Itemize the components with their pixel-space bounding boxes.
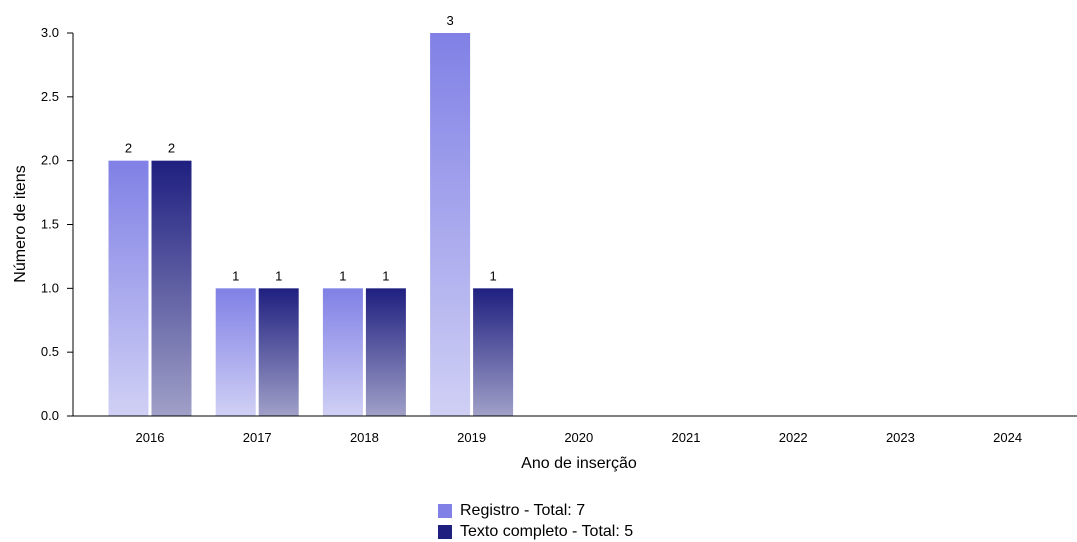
x-axis-title: Ano de inserção: [521, 455, 637, 472]
x-tick-label: 2016: [136, 430, 165, 445]
data-label-texto-completo-2017: 1: [275, 268, 282, 283]
legend-item-texto-completo: Texto completo - Total: 5: [438, 521, 633, 542]
data-label-registro-2017: 1: [232, 268, 239, 283]
y-tick-label: 2.0: [41, 153, 59, 168]
data-label-registro-2019: 3: [446, 13, 453, 28]
bar-registro-2019: [430, 33, 471, 416]
bar-texto-completo-2017: [258, 288, 299, 416]
x-tick-label: 2022: [779, 430, 808, 445]
data-label-registro-2018: 1: [339, 268, 346, 283]
bar-registro-2018: [322, 288, 363, 416]
legend: Registro - Total: 7 Texto completo - Tot…: [438, 500, 633, 542]
y-axis-ticks: 0.0 0.5 1.0 1.5 2.0 2.5 3.0: [41, 25, 73, 423]
y-tick-label: 2.5: [41, 89, 59, 104]
x-tick-label: 2019: [457, 430, 486, 445]
x-tick-label: 2020: [564, 430, 593, 445]
data-labels: 2 2 1 1 1 1 3 1: [125, 13, 497, 283]
x-tick-label: 2021: [672, 430, 701, 445]
y-axis-title: Número de itens: [12, 165, 29, 282]
bar-chart: 0.00.51.01.52.02.53.0 2016 2017 2018 2019 20…: [12, 13, 1077, 472]
data-label-texto-completo-2016: 2: [168, 141, 175, 156]
data-label-texto-completo-2018: 1: [382, 268, 389, 283]
x-tick-label: 2017: [243, 430, 272, 445]
bar-registro-2017: [215, 288, 256, 416]
y-tick-label: 3.0: [41, 25, 59, 40]
legend-label-texto-completo: Texto completo - Total: 5: [460, 523, 634, 540]
data-label-texto-completo-2019: 1: [489, 268, 496, 283]
legend-swatch-texto-completo: [438, 524, 452, 539]
y-tick-label: 1.0: [41, 280, 59, 295]
bar-texto-completo-2018: [365, 288, 406, 416]
bar-texto-completo-2019: [473, 288, 514, 416]
x-tick-label: 2018: [350, 430, 379, 445]
x-tick-label: 2023: [886, 430, 915, 445]
legend-item-registro: Registro - Total: 7: [438, 500, 633, 521]
bars: [108, 33, 514, 416]
x-tick-label: 2024: [993, 430, 1022, 445]
y-tick-label: 0.0: [41, 408, 59, 423]
legend-swatch-registro: [438, 503, 452, 518]
data-label-registro-2016: 2: [125, 141, 132, 156]
legend-label-registro: Registro - Total: 7: [460, 502, 586, 519]
x-axis-ticks: 2016 2017 2018 2019 2020 2021 2022 2023 2024: [136, 430, 1023, 445]
bar-registro-2016: [108, 160, 149, 416]
y-tick-label: 0.5: [41, 344, 59, 359]
bar-texto-completo-2016: [151, 160, 192, 416]
y-tick-label: 1.5: [41, 217, 59, 232]
